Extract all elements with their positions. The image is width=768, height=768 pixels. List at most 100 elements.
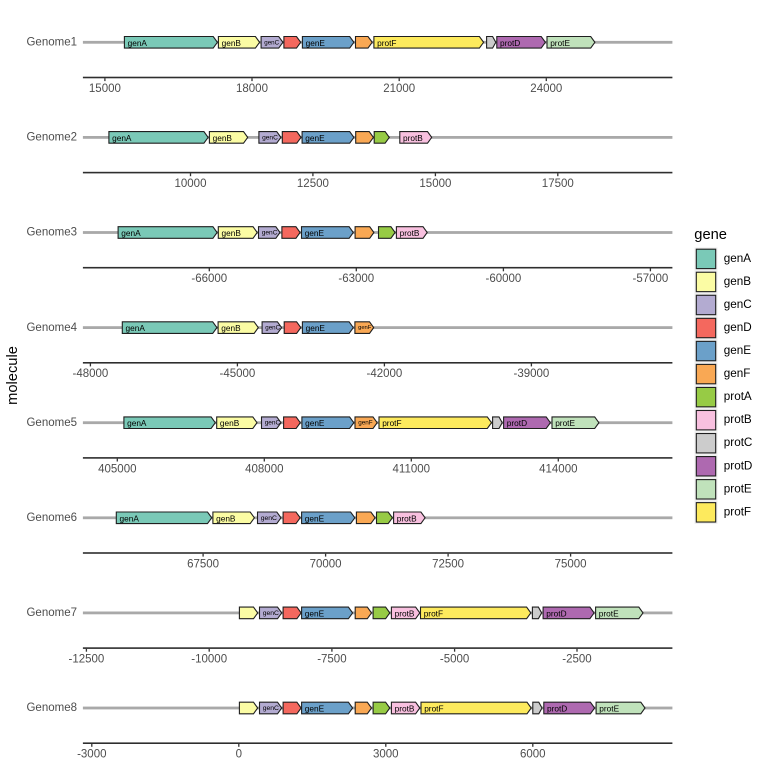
svg-text:genE: genE <box>306 323 326 333</box>
svg-text:genE: genE <box>724 344 752 357</box>
svg-text:-42000: -42000 <box>366 368 402 380</box>
svg-text:75000: 75000 <box>555 558 587 570</box>
svg-text:genC: genC <box>263 610 279 617</box>
svg-text:genC: genC <box>263 705 279 712</box>
svg-text:protB: protB <box>395 704 415 714</box>
svg-text:genB: genB <box>213 133 233 143</box>
svg-text:Genome2: Genome2 <box>26 132 77 144</box>
svg-text:protD: protD <box>500 38 520 48</box>
svg-text:protE: protE <box>599 704 619 714</box>
svg-text:15000: 15000 <box>419 178 451 190</box>
svg-text:protE: protE <box>555 418 575 428</box>
svg-text:genE: genE <box>305 513 325 523</box>
svg-text:protE: protE <box>599 608 619 618</box>
svg-text:72500: 72500 <box>432 558 464 570</box>
svg-text:408000: 408000 <box>245 463 283 475</box>
svg-text:genE: genE <box>306 38 326 48</box>
svg-text:protD: protD <box>724 459 753 472</box>
svg-text:-2500: -2500 <box>562 654 591 666</box>
svg-text:genA: genA <box>126 323 146 333</box>
svg-text:-7500: -7500 <box>317 654 346 666</box>
svg-text:-63000: -63000 <box>338 273 374 285</box>
svg-text:protF: protF <box>382 418 401 428</box>
svg-text:genE: genE <box>305 228 325 238</box>
svg-text:protA: protA <box>724 390 752 403</box>
svg-text:genB: genB <box>724 275 752 288</box>
svg-text:genA: genA <box>724 252 752 265</box>
svg-text:Genome7: Genome7 <box>26 607 77 619</box>
svg-text:genC: genC <box>262 134 278 141</box>
svg-text:genB: genB <box>220 418 240 428</box>
svg-text:0: 0 <box>236 749 242 761</box>
svg-text:protE: protE <box>724 482 752 495</box>
svg-text:-57000: -57000 <box>632 273 668 285</box>
svg-text:protB: protB <box>395 608 415 618</box>
svg-text:Genome8: Genome8 <box>26 702 77 714</box>
svg-text:Genome1: Genome1 <box>26 37 77 49</box>
svg-text:-60000: -60000 <box>485 273 521 285</box>
svg-text:genC: genC <box>724 298 752 311</box>
svg-text:genA: genA <box>112 133 132 143</box>
svg-text:genE: genE <box>305 133 325 143</box>
svg-text:genA: genA <box>127 418 147 428</box>
svg-text:-45000: -45000 <box>219 368 255 380</box>
svg-text:protD: protD <box>547 704 567 714</box>
svg-text:genA: genA <box>128 38 148 48</box>
svg-text:10000: 10000 <box>175 178 207 190</box>
svg-text:protB: protB <box>724 413 752 426</box>
svg-text:genF: genF <box>358 325 372 331</box>
svg-text:-39000: -39000 <box>513 368 549 380</box>
svg-text:67500: 67500 <box>187 558 219 570</box>
svg-text:17500: 17500 <box>542 178 574 190</box>
svg-text:genE: genE <box>305 418 325 428</box>
svg-text:414000: 414000 <box>539 463 577 475</box>
svg-text:-66000: -66000 <box>191 273 227 285</box>
svg-text:genB: genB <box>221 323 241 333</box>
svg-text:-5000: -5000 <box>440 654 469 666</box>
svg-text:protD: protD <box>507 418 527 428</box>
svg-text:24000: 24000 <box>530 83 562 95</box>
svg-text:genC: genC <box>265 420 281 427</box>
svg-text:-48000: -48000 <box>72 368 108 380</box>
svg-text:protB: protB <box>397 513 417 523</box>
svg-text:genC: genC <box>261 515 277 522</box>
svg-text:18000: 18000 <box>236 83 268 95</box>
svg-text:-10000: -10000 <box>191 654 227 666</box>
svg-text:3000: 3000 <box>373 749 399 761</box>
svg-text:genE: genE <box>305 608 325 618</box>
svg-text:genF: genF <box>358 420 373 427</box>
svg-text:genE: genE <box>305 704 325 714</box>
svg-text:protF: protF <box>424 608 443 618</box>
svg-text:411000: 411000 <box>393 463 431 475</box>
svg-text:-3000: -3000 <box>77 749 106 761</box>
svg-text:6000: 6000 <box>520 749 546 761</box>
svg-text:genA: genA <box>120 513 140 523</box>
svg-text:Genome4: Genome4 <box>26 322 77 334</box>
svg-text:protF: protF <box>424 704 443 714</box>
svg-text:protF: protF <box>377 38 396 48</box>
svg-text:molecule: molecule <box>5 346 21 405</box>
svg-text:protF: protF <box>724 505 751 518</box>
svg-text:12500: 12500 <box>297 178 329 190</box>
svg-text:protD: protD <box>546 608 566 618</box>
svg-text:Genome3: Genome3 <box>26 227 77 239</box>
svg-text:15000: 15000 <box>89 83 121 95</box>
svg-text:genB: genB <box>216 513 236 523</box>
svg-text:genC: genC <box>264 39 279 46</box>
svg-text:genD: genD <box>724 321 752 334</box>
svg-text:protB: protB <box>403 133 423 143</box>
svg-text:protE: protE <box>550 38 570 48</box>
svg-text:gene: gene <box>694 227 727 243</box>
svg-text:genF: genF <box>724 367 751 380</box>
svg-text:genB: genB <box>222 38 242 48</box>
svg-text:-12500: -12500 <box>68 654 104 666</box>
svg-text:genC: genC <box>262 230 278 237</box>
svg-text:21000: 21000 <box>383 83 415 95</box>
svg-text:405000: 405000 <box>98 463 136 475</box>
svg-text:protC: protC <box>724 436 753 449</box>
svg-text:70000: 70000 <box>310 558 342 570</box>
svg-text:protB: protB <box>400 228 420 238</box>
svg-text:Genome6: Genome6 <box>26 512 77 524</box>
svg-text:genB: genB <box>222 228 242 238</box>
svg-text:genC: genC <box>265 325 280 332</box>
